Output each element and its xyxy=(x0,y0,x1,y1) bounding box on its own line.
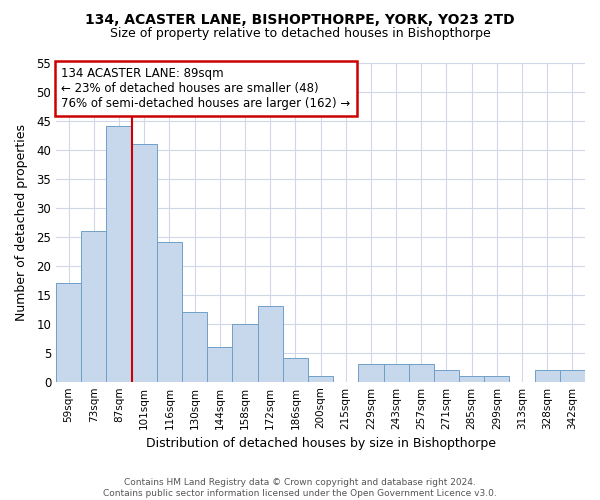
Bar xyxy=(81,231,106,382)
Bar xyxy=(182,312,207,382)
Bar xyxy=(484,376,509,382)
Bar xyxy=(308,376,333,382)
Bar xyxy=(560,370,585,382)
Bar xyxy=(409,364,434,382)
Bar xyxy=(257,306,283,382)
Bar xyxy=(56,283,81,382)
Text: Contains HM Land Registry data © Crown copyright and database right 2024.
Contai: Contains HM Land Registry data © Crown c… xyxy=(103,478,497,498)
Bar xyxy=(283,358,308,382)
Bar xyxy=(434,370,459,382)
Text: Size of property relative to detached houses in Bishopthorpe: Size of property relative to detached ho… xyxy=(110,28,490,40)
Bar xyxy=(131,144,157,382)
Bar xyxy=(358,364,383,382)
Bar xyxy=(157,242,182,382)
Bar xyxy=(232,324,257,382)
Bar xyxy=(535,370,560,382)
Bar xyxy=(383,364,409,382)
Text: 134, ACASTER LANE, BISHOPTHORPE, YORK, YO23 2TD: 134, ACASTER LANE, BISHOPTHORPE, YORK, Y… xyxy=(85,12,515,26)
Y-axis label: Number of detached properties: Number of detached properties xyxy=(15,124,28,320)
Bar xyxy=(459,376,484,382)
Bar xyxy=(207,347,232,382)
Text: 134 ACASTER LANE: 89sqm
← 23% of detached houses are smaller (48)
76% of semi-de: 134 ACASTER LANE: 89sqm ← 23% of detache… xyxy=(61,68,350,110)
X-axis label: Distribution of detached houses by size in Bishopthorpe: Distribution of detached houses by size … xyxy=(146,437,496,450)
Bar xyxy=(106,126,131,382)
